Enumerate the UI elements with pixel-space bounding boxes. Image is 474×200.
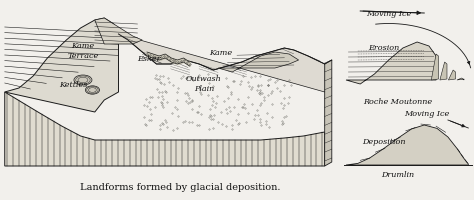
Text: Esker: Esker [137, 55, 161, 63]
Ellipse shape [74, 75, 92, 85]
Text: Moving Ice: Moving Ice [366, 10, 411, 18]
Text: Kame: Kame [209, 49, 232, 57]
Polygon shape [118, 34, 325, 92]
Polygon shape [218, 52, 299, 72]
Polygon shape [448, 70, 456, 80]
Polygon shape [457, 78, 464, 80]
Text: Landforms formed by glacial deposition.: Landforms formed by glacial deposition. [80, 183, 280, 192]
Polygon shape [440, 62, 447, 80]
Polygon shape [5, 18, 118, 112]
Polygon shape [431, 54, 438, 80]
Ellipse shape [85, 86, 100, 94]
Polygon shape [95, 18, 142, 44]
Text: Kame
Terrace: Kame Terrace [67, 42, 99, 60]
Text: Deposition: Deposition [362, 138, 406, 146]
Polygon shape [325, 60, 332, 166]
Text: Roche Moutonne: Roche Moutonne [364, 98, 433, 106]
Polygon shape [346, 42, 436, 84]
Polygon shape [346, 125, 468, 165]
Text: Moving Ice: Moving Ice [404, 110, 449, 118]
Text: Kettles: Kettles [59, 81, 88, 89]
Text: Drumlin: Drumlin [382, 171, 415, 179]
Text: Erosion: Erosion [368, 44, 400, 52]
Text: Outwash
Plain: Outwash Plain [186, 75, 222, 93]
Polygon shape [5, 92, 325, 166]
